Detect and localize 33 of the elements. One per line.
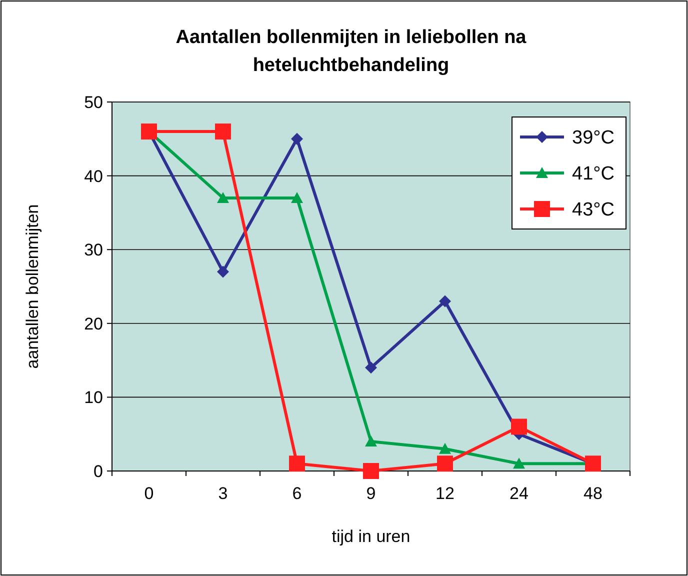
point	[291, 132, 303, 145]
point	[365, 362, 377, 374]
point	[437, 456, 453, 472]
x-tick-label: 0	[144, 484, 154, 503]
y-axis-title: aantallen bollenmijten	[23, 204, 42, 369]
point	[289, 456, 305, 472]
point	[513, 458, 525, 469]
x-tick-label: 9	[366, 484, 376, 503]
x-tick-label: 24	[510, 484, 528, 503]
point	[291, 192, 303, 203]
x-axis-title: tijd in uren	[332, 527, 410, 546]
y-tick-label: 10	[84, 388, 103, 408]
y-tick-label: 0	[94, 462, 103, 481]
y-tick-label: 40	[84, 166, 103, 186]
chart-title: Aantallen bollenmijten in leliebollen na heteluchtbehandeling	[176, 27, 527, 76]
x-tick-label: 48	[584, 484, 602, 503]
y-tick-label: 50	[84, 92, 103, 112]
legend-label: 43°C	[572, 200, 614, 221]
point	[217, 192, 229, 203]
point	[511, 418, 527, 435]
legend-label: 39°C	[572, 128, 614, 149]
legend-label: 41°C	[572, 164, 614, 185]
x-tick-label: 6	[292, 484, 302, 503]
x-tick-label: 3	[218, 484, 228, 503]
y-tick-label: 20	[84, 314, 103, 334]
y-tick-label: 30	[84, 240, 103, 260]
point	[439, 442, 451, 454]
point	[439, 295, 451, 308]
point	[217, 266, 229, 278]
point	[215, 124, 231, 140]
point	[365, 435, 377, 446]
x-tick-label: 12	[436, 484, 454, 503]
point	[363, 463, 379, 479]
